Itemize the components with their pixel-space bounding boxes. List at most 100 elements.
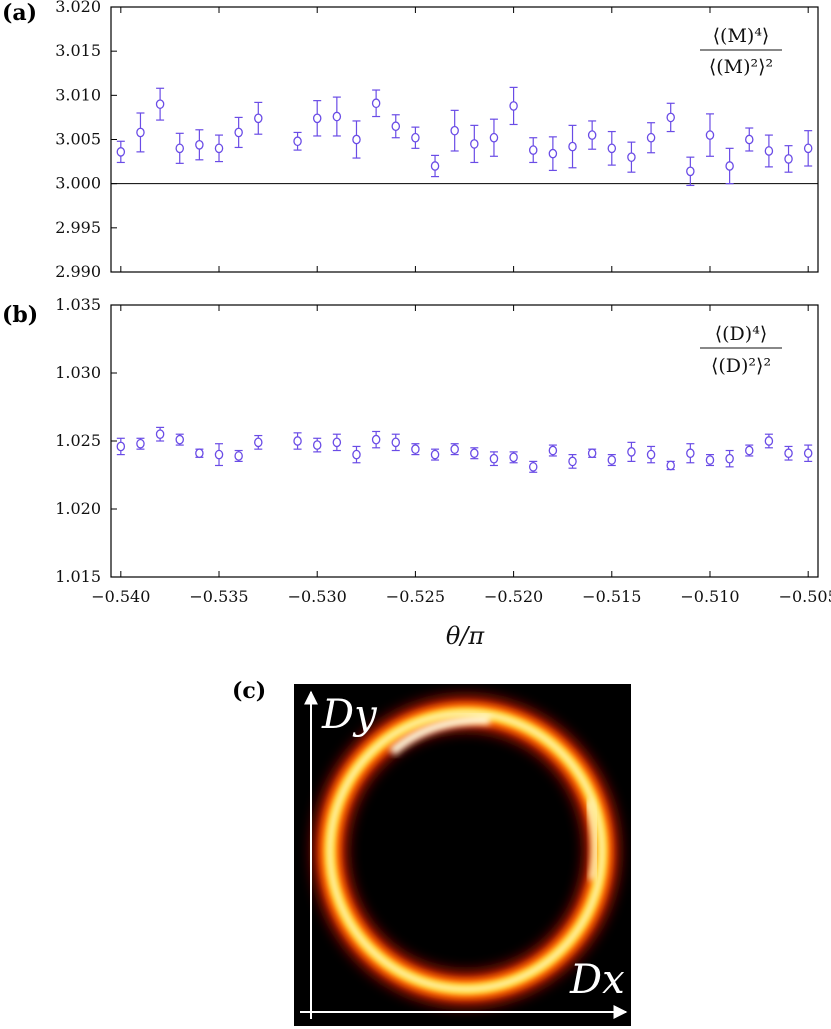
- panel-label-b: (b): [2, 302, 38, 328]
- x-tick-label: −0.535: [189, 587, 248, 606]
- data-point-b: [116, 441, 126, 452]
- annotation-denominator-b: ⟨(D)²⟩²: [711, 355, 771, 377]
- data-point-a: [116, 147, 126, 157]
- plot-frame-b: [110, 304, 819, 578]
- annotation-denominator-a: ⟨(M)²⟩²: [709, 56, 773, 78]
- data-point-a: [705, 130, 715, 140]
- ring-density-image: Dy Dx: [294, 684, 631, 1026]
- data-point-b: [195, 448, 204, 459]
- ring-core: [328, 711, 604, 991]
- y-tick-label-b: 1.020: [55, 499, 101, 518]
- y-tick-label-b: 1.035: [55, 295, 101, 314]
- panel-label-a: (a): [2, 0, 37, 26]
- data-point-b: [312, 440, 322, 450]
- annotation-numerator-a: ⟨(M)⁴⟩: [713, 25, 770, 47]
- data-point-a: [470, 139, 479, 149]
- chart-panel-a: 3.020 3.015 3.010 3.005 3.000 2.995 2.990 ⟨(M)…: [55, 0, 819, 281]
- x-axis-title: θ/π: [446, 622, 486, 650]
- data-point-b: [391, 437, 401, 448]
- data-point-b: [352, 449, 361, 460]
- data-point-b: [411, 444, 420, 455]
- dx-axis-label: Dx: [569, 957, 625, 1003]
- data-point-b: [666, 460, 675, 471]
- ring-bright-spot: [389, 715, 491, 756]
- data-point-b: [686, 448, 695, 459]
- data-point-a: [764, 146, 774, 156]
- data-point-b: [254, 437, 263, 448]
- data-point-a: [803, 143, 813, 154]
- ratio-annotation-a: ⟨(M)⁴⟩ ⟨(M)²⟩²: [700, 25, 782, 78]
- y-tick-label-a: 2.995: [55, 218, 101, 237]
- data-point-a: [155, 99, 165, 110]
- data-point-a: [646, 132, 656, 143]
- x-tick-label: −0.525: [386, 587, 445, 606]
- annotation-numerator-b: ⟨(D)⁴⟩: [715, 323, 768, 345]
- data-point-a: [312, 113, 322, 124]
- data-point-a: [587, 130, 597, 140]
- y-tick-label-a: 3.020: [55, 0, 101, 16]
- data-point-b: [509, 452, 518, 463]
- data-point-b: [430, 449, 440, 460]
- data-point-a: [430, 161, 440, 171]
- y-tick-label-b: 1.015: [55, 567, 101, 586]
- chart-panel-b: 1.035 1.030 1.025 1.020 1.015−0.540 −0.535 −0.…: [55, 295, 831, 650]
- data-point-b: [646, 449, 656, 460]
- panel-label-c: (c): [232, 678, 266, 704]
- data-point-b: [587, 448, 597, 459]
- data-point-a: [509, 101, 518, 111]
- data-point-b: [234, 451, 243, 461]
- data-point-b: [214, 449, 224, 460]
- data-point-a: [568, 141, 577, 152]
- data-point-b: [607, 455, 617, 465]
- data-point-b: [450, 444, 459, 455]
- data-point-a: [450, 125, 459, 136]
- data-point-b: [725, 453, 734, 464]
- data-point-a: [175, 143, 184, 154]
- data-point-a: [686, 166, 695, 177]
- data-point-a: [666, 112, 675, 123]
- data-point-b: [489, 453, 499, 464]
- data-point-b: [175, 434, 184, 445]
- ring-bright-side: [584, 798, 599, 881]
- data-point-a: [607, 143, 617, 154]
- y-tick-label-a: 3.015: [55, 41, 101, 60]
- x-tick-label: −0.515: [582, 587, 641, 606]
- data-point-b: [803, 448, 813, 459]
- data-point-a: [391, 121, 401, 132]
- data-point-a: [136, 127, 145, 138]
- data-point-a: [254, 113, 263, 124]
- data-point-b: [548, 445, 558, 456]
- dy-axis-label: Dy: [321, 692, 378, 738]
- data-point-a: [489, 132, 499, 143]
- data-point-b: [371, 434, 381, 445]
- data-point-b: [745, 445, 754, 456]
- data-point-a: [352, 134, 361, 145]
- data-point-a: [411, 132, 420, 143]
- data-point-b: [627, 447, 636, 457]
- data-point-a: [725, 161, 734, 171]
- x-tick-label: −0.530: [288, 587, 347, 606]
- ring-background: [294, 684, 631, 1026]
- y-tick-label-a: 2.990: [55, 262, 101, 281]
- data-point-b: [470, 448, 479, 459]
- data-point-a: [784, 154, 793, 164]
- data-point-b: [764, 436, 774, 446]
- data-point-b: [705, 455, 715, 465]
- data-point-b: [155, 429, 165, 440]
- y-tick-label-b: 1.025: [55, 431, 101, 450]
- y-tick-label-a: 3.010: [55, 85, 101, 104]
- data-point-b: [568, 456, 577, 467]
- x-tick-label: −0.520: [484, 587, 543, 606]
- data-point-b: [332, 437, 342, 448]
- data-point-a: [627, 152, 636, 163]
- x-tick-label: −0.505: [779, 587, 831, 606]
- data-point-a: [293, 136, 302, 147]
- data-point-b: [784, 448, 793, 459]
- data-point-a: [528, 145, 538, 155]
- data-point-a: [214, 143, 224, 154]
- x-tick-label: −0.540: [91, 587, 150, 606]
- x-tick-label: −0.510: [680, 587, 739, 606]
- data-point-b: [528, 461, 538, 472]
- data-point-a: [234, 127, 243, 138]
